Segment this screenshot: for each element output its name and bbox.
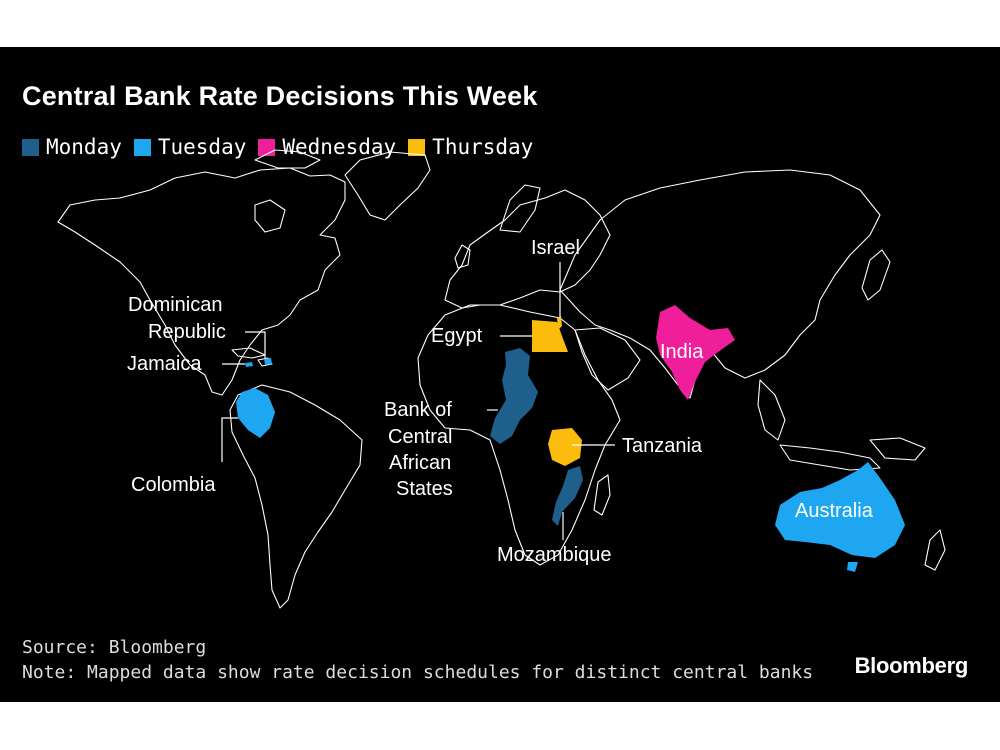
highlighted-countries	[236, 305, 905, 572]
beac-shape	[490, 348, 538, 444]
label-israel: Israel	[531, 237, 580, 259]
label-india: India	[660, 341, 704, 363]
legend-label-monday: Monday	[46, 135, 122, 159]
legend-swatch-wednesday	[258, 138, 276, 156]
dominican-callout	[245, 331, 266, 358]
label-egypt: Egypt	[431, 325, 483, 347]
legend-item-tuesday: Tuesday	[133, 135, 247, 159]
label-mozambique: Mozambique	[497, 544, 612, 566]
label-beac-line1: Bank of	[384, 399, 452, 421]
world-map: Israel Egypt Dominican Republic Jamaica …	[57, 149, 946, 609]
label-beac-line2: Central	[388, 426, 452, 448]
scandinavia-outline	[499, 184, 541, 233]
colombia-callout	[221, 417, 238, 462]
legend-item-wednesday: Wednesday	[258, 135, 396, 159]
callout-lines	[221, 262, 615, 540]
new-zealand-outline	[924, 529, 946, 571]
legend-swatch-tuesday	[133, 138, 151, 156]
label-australia: Australia	[795, 500, 874, 522]
arctic-islands-outline	[254, 149, 321, 169]
legend-item-monday: Monday	[22, 135, 122, 159]
legend-label-thursday: Thursday	[432, 135, 534, 159]
hudson-bay-outline	[254, 199, 286, 233]
egypt-shape	[532, 320, 568, 352]
asia-outline	[559, 169, 881, 399]
label-colombia: Colombia	[131, 474, 216, 496]
landmass-outlines	[57, 149, 946, 609]
arabia-outline	[574, 327, 641, 391]
dominican-republic-shape	[264, 358, 272, 365]
mozambique-shape	[552, 466, 583, 526]
indonesia-outline	[779, 444, 881, 471]
madagascar-outline	[593, 474, 611, 516]
europe-outline	[444, 189, 611, 309]
label-jamaica: Jamaica	[127, 353, 202, 375]
india-shape	[656, 305, 735, 400]
colombia-shape	[236, 388, 275, 438]
japan-outline	[861, 249, 891, 301]
australia-shape	[775, 462, 905, 558]
tasmania-shape	[847, 562, 858, 572]
new-guinea-outline	[869, 437, 926, 461]
uk-outline	[454, 244, 471, 269]
cuba-outline	[231, 347, 266, 359]
south-america-outline	[229, 384, 363, 609]
label-tanzania: Tanzania	[622, 435, 703, 457]
north-america-outline	[57, 167, 346, 396]
legend-item-thursday: Thursday	[408, 135, 533, 159]
label-dominican-line1: Dominican	[128, 294, 222, 316]
chart-title: Central Bank Rate Decisions This Week	[22, 81, 538, 111]
legend-swatch-thursday	[408, 138, 426, 156]
jamaica-shape	[245, 362, 253, 367]
note-text: Note: Mapped data show rate decision sch…	[22, 662, 814, 683]
label-beac-line4: States	[396, 478, 453, 500]
tanzania-shape	[548, 428, 582, 466]
chart-panel: Central Bank Rate Decisions This Week Mo…	[0, 47, 1000, 702]
bloomberg-logo: Bloomberg	[854, 653, 969, 678]
legend: Monday Tuesday Wednesday Thursday	[22, 135, 545, 159]
footnotes: Source: Bloomberg Note: Mapped data show…	[22, 635, 813, 685]
greenland-outline	[344, 151, 431, 221]
africa-outline	[417, 304, 621, 566]
label-dominican-line2: Republic	[148, 321, 226, 343]
legend-label-tuesday: Tuesday	[157, 135, 247, 159]
source-text: Source: Bloomberg	[22, 637, 207, 658]
label-beac-line3: African	[389, 452, 451, 474]
southeast-asia-outline	[757, 379, 786, 441]
legend-swatch-monday	[22, 138, 39, 156]
